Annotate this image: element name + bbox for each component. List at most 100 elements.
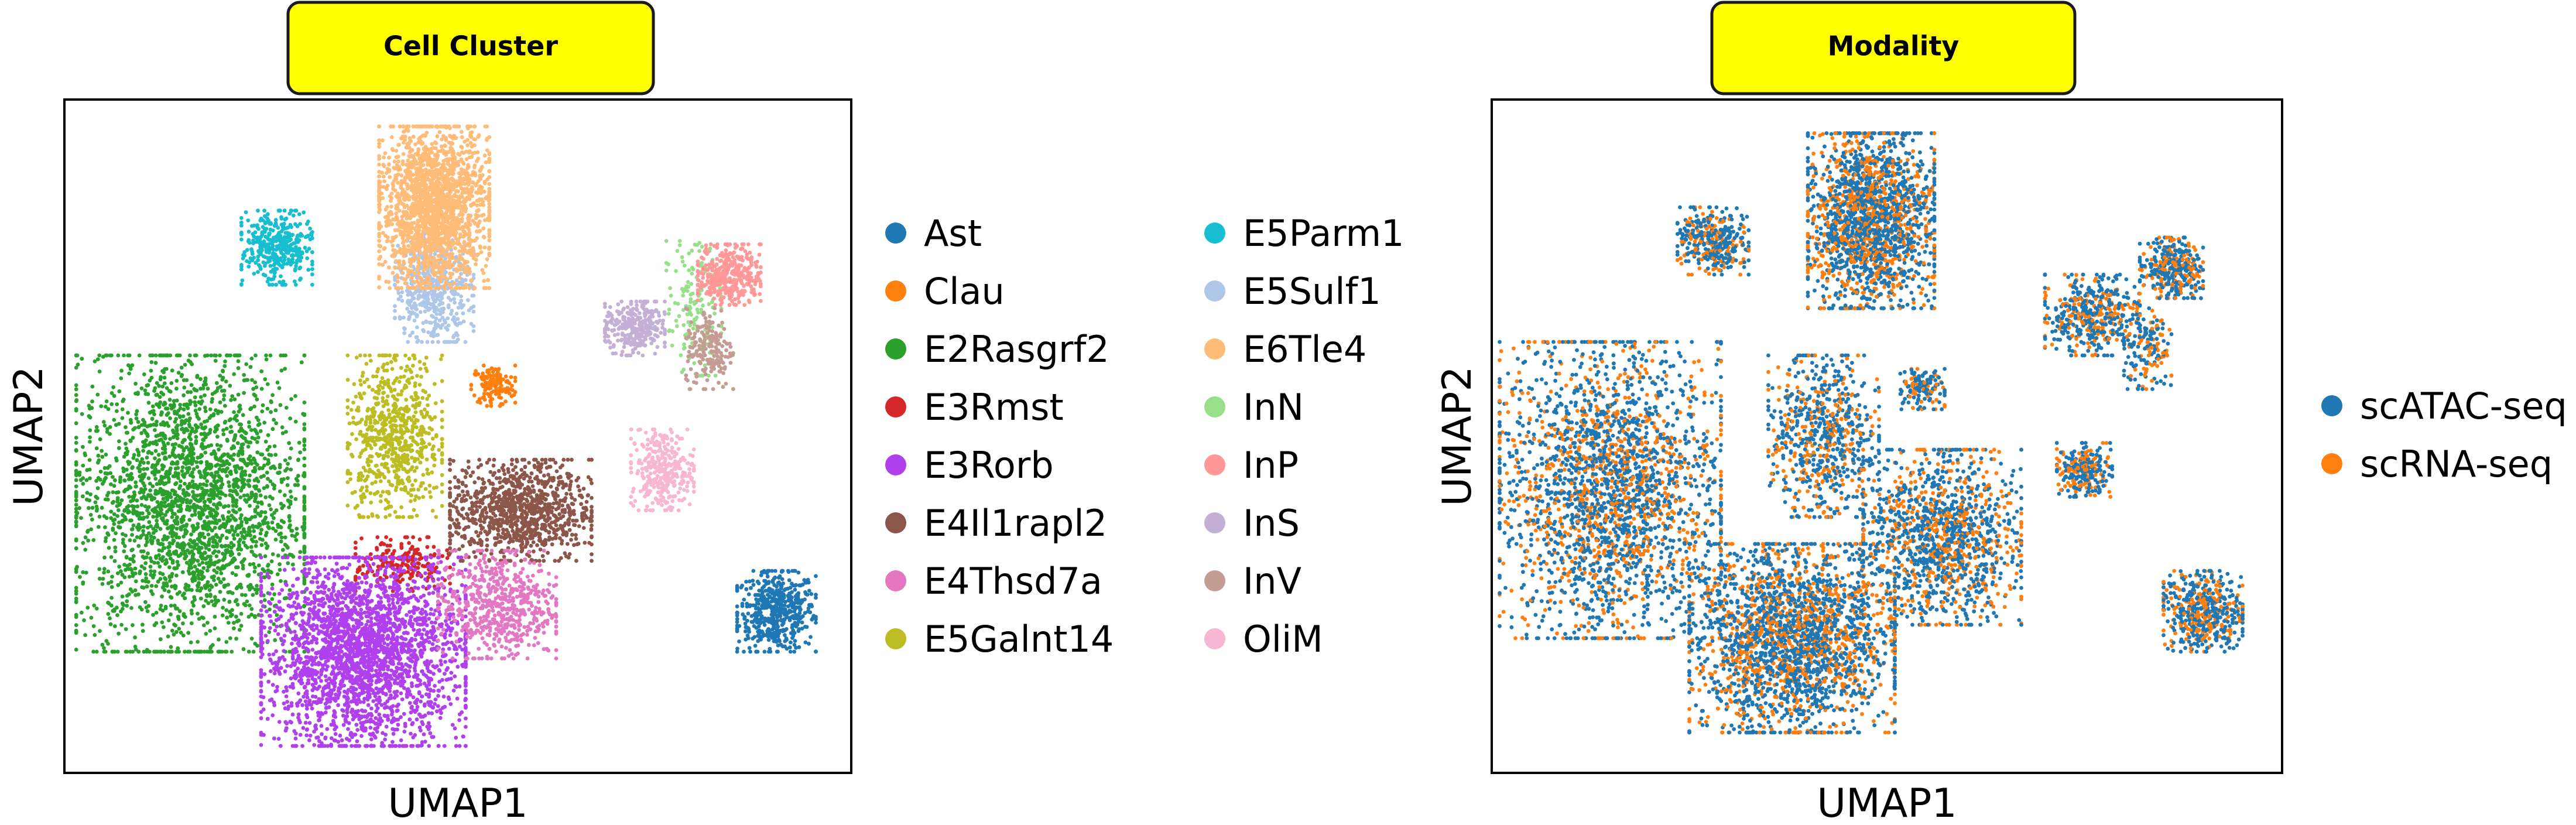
point-e2rasgrf2 [112, 522, 116, 526]
point-e2rasgrf2 [170, 460, 174, 464]
point-e2rasgrf2 [135, 510, 139, 514]
point-e3rorb [328, 616, 332, 620]
point-e2rasgrf2 [79, 516, 83, 520]
point-ast [776, 619, 780, 623]
point-e2rasgrf2 [244, 516, 248, 521]
point-e2rasgrf2 [172, 632, 176, 636]
point-e2rasgrf2 [193, 354, 197, 358]
point-e2rasgrf2 [260, 543, 264, 547]
point-e2rasgrf2 [251, 469, 255, 473]
point-e2rasgrf2 [203, 500, 207, 504]
point-e2rasgrf2 [296, 479, 300, 483]
point-e2rasgrf2 [255, 432, 259, 436]
point-e2rasgrf2 [231, 533, 235, 537]
point-e2rasgrf2 [203, 354, 207, 358]
point-e2rasgrf2 [95, 507, 99, 511]
point-e2rasgrf2 [105, 430, 109, 434]
point-e3rorb [447, 647, 451, 651]
point-e2rasgrf2 [181, 393, 186, 398]
point-e2rasgrf2 [159, 650, 163, 654]
point-e2rasgrf2 [263, 511, 268, 515]
point-e2rasgrf2 [233, 398, 237, 402]
point-e2rasgrf2 [143, 504, 148, 508]
point-e2rasgrf2 [129, 420, 133, 425]
point-ast [737, 639, 741, 643]
point-e2rasgrf2 [239, 514, 244, 518]
point-e2rasgrf2 [234, 415, 238, 419]
point-e3rorb [347, 556, 351, 560]
point-e2rasgrf2 [303, 354, 307, 358]
point-e2rasgrf2 [179, 423, 183, 427]
point-e2rasgrf2 [272, 516, 276, 521]
point-e2rasgrf2 [227, 621, 231, 625]
point-e2rasgrf2 [210, 452, 214, 456]
point-e3rorb [416, 622, 420, 627]
point-e2rasgrf2 [196, 612, 200, 616]
point-e2rasgrf2 [204, 525, 208, 529]
point-e2rasgrf2 [239, 560, 244, 564]
point-e2rasgrf2 [222, 463, 226, 467]
point-e2rasgrf2 [131, 504, 135, 508]
point-e2rasgrf2 [203, 406, 207, 410]
point-e2rasgrf2 [157, 453, 161, 457]
point-e3rorb [259, 571, 263, 576]
point-e2rasgrf2 [190, 473, 194, 477]
point-e2rasgrf2 [238, 495, 242, 499]
point-e2rasgrf2 [132, 453, 136, 457]
point-e2rasgrf2 [303, 496, 307, 500]
point-e2rasgrf2 [253, 570, 257, 574]
point-e2rasgrf2 [281, 548, 285, 552]
point-e2rasgrf2 [254, 461, 258, 465]
point-e2rasgrf2 [126, 411, 130, 415]
point-e2rasgrf2 [236, 603, 240, 607]
point-e2rasgrf2 [128, 575, 132, 579]
point-ast [746, 636, 751, 641]
point-e2rasgrf2 [231, 504, 235, 508]
point-e2rasgrf2 [117, 389, 121, 393]
point-clau [488, 386, 492, 390]
point-e2rasgrf2 [207, 543, 211, 547]
point-e3rorb [297, 653, 301, 658]
point-e2rasgrf2 [161, 447, 165, 451]
point-e2rasgrf2 [100, 506, 104, 510]
point-e2rasgrf2 [147, 476, 151, 480]
point-e2rasgrf2 [300, 360, 304, 364]
point-e2rasgrf2 [265, 358, 269, 362]
point-ast [748, 603, 752, 607]
point-e3rorb [408, 618, 412, 622]
point-ast [763, 617, 767, 621]
point-e2rasgrf2 [159, 437, 163, 441]
point-e2rasgrf2 [143, 600, 148, 604]
point-e3rorb [454, 744, 458, 748]
point-e2rasgrf2 [197, 499, 201, 504]
point-e2rasgrf2 [134, 579, 138, 583]
point-e3rorb [267, 576, 271, 580]
point-e2rasgrf2 [220, 410, 224, 414]
point-ast [755, 593, 759, 597]
point-clau [495, 375, 499, 379]
point-e2rasgrf2 [250, 636, 254, 641]
point-e2rasgrf2 [74, 384, 78, 388]
point-ast [776, 650, 780, 654]
point-e3rorb [458, 645, 462, 649]
point-e2rasgrf2 [212, 475, 216, 480]
point-e2rasgrf2 [214, 456, 218, 460]
point-e2rasgrf2 [225, 536, 229, 540]
point-e3rorb [429, 607, 433, 611]
point-e2rasgrf2 [117, 521, 121, 525]
point-e2rasgrf2 [126, 567, 130, 571]
point-e2rasgrf2 [210, 512, 214, 516]
point-e2rasgrf2 [221, 432, 225, 436]
point-e2rasgrf2 [255, 450, 259, 454]
point-e2rasgrf2 [248, 440, 252, 444]
point-e3rorb [464, 568, 468, 572]
point-ast [757, 632, 761, 636]
point-e2rasgrf2 [122, 489, 126, 494]
point-e2rasgrf2 [185, 405, 189, 409]
point-e2rasgrf2 [244, 544, 248, 548]
point-e2rasgrf2 [183, 586, 187, 590]
point-e3rmst [384, 535, 388, 539]
point-e2rasgrf2 [225, 519, 229, 523]
point-e2rasgrf2 [200, 573, 204, 577]
